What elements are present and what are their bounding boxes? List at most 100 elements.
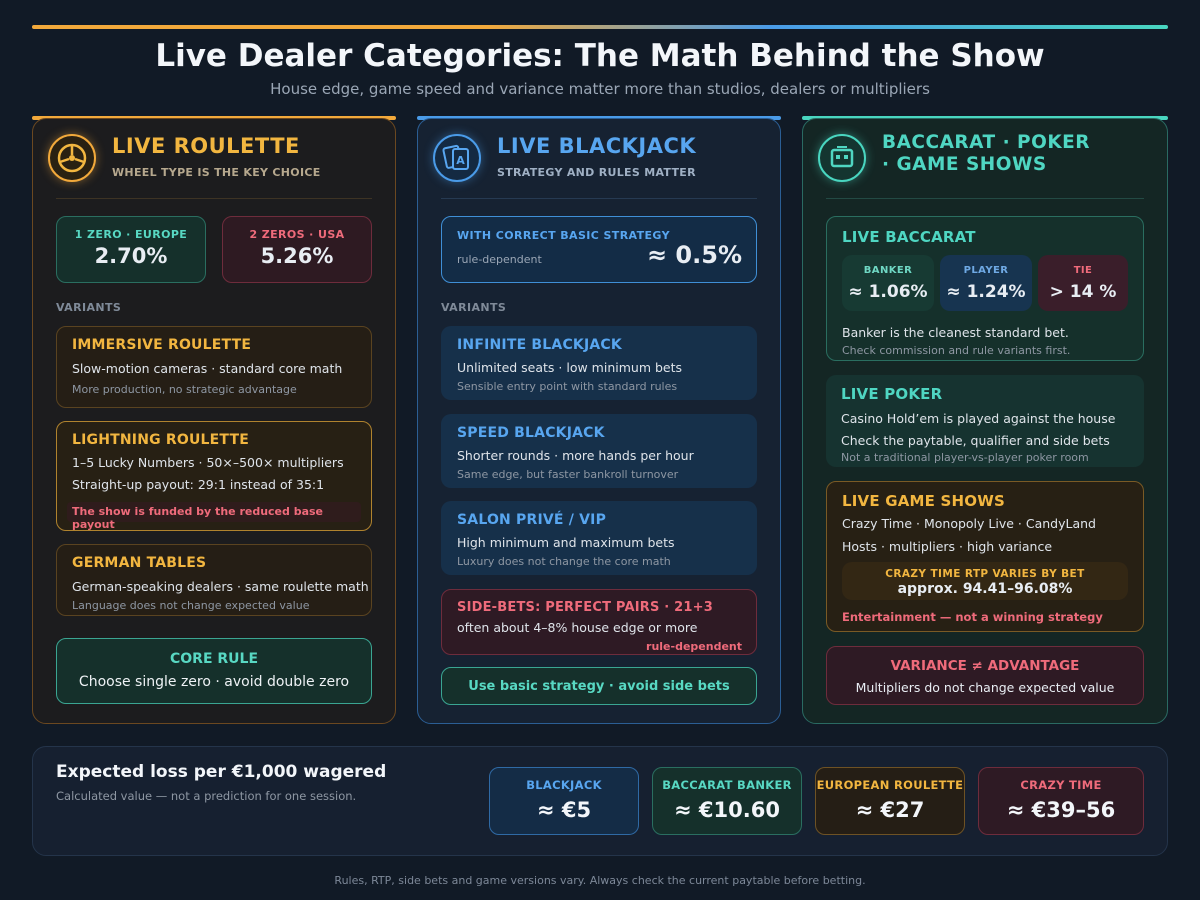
salon-title: SALON PRIVÉ / VIP <box>457 512 607 528</box>
banker-value: ≈ 1.06% <box>848 282 928 302</box>
blackjack-title: LIVE BLACKJACK <box>497 134 697 158</box>
loss-roulette-label: EUROPEAN ROULETTE <box>816 778 964 792</box>
lightning-warning-strip: The show is funded by the reduced base p… <box>67 502 361 531</box>
lightning-warning: The show is funded by the reduced base p… <box>72 505 324 531</box>
blackjack-edge-note: rule-dependent <box>457 253 542 266</box>
roulette-variants-label: VARIANTS <box>56 301 122 314</box>
banker-label: BANKER <box>863 265 913 276</box>
loss-european-roulette: EUROPEAN ROULETTE ≈ €27 <box>815 767 965 835</box>
other-title-line1: BACCARAT · POKER <box>882 132 1091 153</box>
blackjack-edge-card: WITH CORRECT BASIC STRATEGY rule-depende… <box>441 216 757 283</box>
blackjack-subtitle: STRATEGY AND RULES MATTER <box>497 166 696 179</box>
baccarat-title: LIVE BACCARAT <box>842 228 976 246</box>
loss-blackjack: BLACKJACK ≈ €5 <box>489 767 639 835</box>
infinite-title: INFINITE BLACKJACK <box>457 337 622 353</box>
blackjack-edge-label: WITH CORRECT BASIC STRATEGY <box>457 229 670 242</box>
lightning-title: LIGHTNING ROULETTE <box>72 432 250 448</box>
playing-cards-icon: A <box>433 134 481 182</box>
speed-line: Shorter rounds · more hands per hour <box>457 448 694 463</box>
variance-text: Multipliers do not change expected value <box>855 680 1115 695</box>
german-tables-card: GERMAN TABLES German-speaking dealers · … <box>56 544 372 616</box>
loss-roulette-value: ≈ €27 <box>855 798 925 822</box>
usa-value: 5.26% <box>260 244 334 268</box>
side-bets-card: SIDE-BETS: PERFECT PAIRS · 21+3 often ab… <box>441 589 757 655</box>
page-title: Live Dealer Categories: The Math Behind … <box>155 38 1045 74</box>
variance-card: VARIANCE ≠ ADVANTAGE Multipliers do not … <box>826 646 1144 705</box>
roulette-divider <box>56 198 372 199</box>
infinite-line: Unlimited seats · low minimum bets <box>457 360 683 375</box>
other-title-line2: · GAME SHOWS <box>882 154 1047 175</box>
roulette-subtitle: WHEEL TYPE IS THE KEY CHOICE <box>112 166 321 179</box>
shows-line2: Hosts · multipliers · high variance <box>842 539 1053 554</box>
expected-loss-note: Calculated value — not a prediction for … <box>56 789 357 803</box>
lightning-roulette-card: LIGHTNING ROULETTE 1–5 Lucky Numbers · 5… <box>56 421 372 531</box>
europe-label: 1 ZERO · EUROPE <box>74 228 188 241</box>
loss-crazy-time-label: CRAZY TIME <box>1020 778 1102 792</box>
tie-value: > 14 % <box>1049 282 1117 302</box>
poker-title: LIVE POKER <box>841 385 943 403</box>
core-rule-title: CORE RULE <box>169 651 259 667</box>
loss-crazy-time: CRAZY TIME ≈ €39–56 <box>978 767 1144 835</box>
variance-title: VARIANCE ≠ ADVANTAGE <box>890 658 1080 674</box>
shows-warning: Entertainment — not a winning strategy <box>842 610 1103 624</box>
speed-title: SPEED BLACKJACK <box>457 425 605 441</box>
lightning-line2: Straight-up payout: 29:1 instead of 35:1 <box>72 477 325 492</box>
live-poker-card: LIVE POKER Casino Hold’em is played agai… <box>826 375 1144 467</box>
shows-title: LIVE GAME SHOWS <box>842 492 1005 510</box>
loss-blackjack-label: BLACKJACK <box>526 778 602 792</box>
blackjack-rule-text: Use basic strategy · avoid side bets <box>468 679 730 694</box>
footer-disclaimer: Rules, RTP, side bets and game versions … <box>334 874 866 887</box>
immersive-roulette-card: IMMERSIVE ROULETTE Slow-motion cameras ·… <box>56 326 372 408</box>
live-baccarat-card: LIVE BACCARAT BANKER ≈ 1.06% PLAYER ≈ 1.… <box>826 216 1144 361</box>
blackjack-rule: Use basic strategy · avoid side bets <box>441 667 757 705</box>
player-label: PLAYER <box>963 265 1009 276</box>
usa-label: 2 ZEROS · USA <box>249 228 345 241</box>
player-value: ≈ 1.24% <box>946 282 1026 302</box>
side-bets-title: SIDE-BETS: PERFECT PAIRS · 21+3 <box>457 600 713 615</box>
expected-loss-title: Expected loss per €1,000 wagered <box>56 762 387 782</box>
shows-line1: Crazy Time · Monopoly Live · CandyLand <box>842 516 1096 531</box>
tie-edge: TIE > 14 % <box>1038 255 1128 311</box>
other-divider <box>826 198 1144 199</box>
blackjack-variants-label: VARIANTS <box>441 301 507 314</box>
immersive-line: Slow-motion cameras · standard core math <box>72 361 343 376</box>
europe-value: 2.70% <box>94 244 168 268</box>
banker-edge: BANKER ≈ 1.06% <box>842 255 934 311</box>
loss-baccarat-banker: BACCARAT BANKER ≈ €10.60 <box>652 767 802 835</box>
salon-prive-card: SALON PRIVÉ / VIP High minimum and maxim… <box>441 501 757 575</box>
baccarat-line: Banker is the cleanest standard bet. <box>842 325 1069 340</box>
roulette-wheel-icon <box>48 134 96 182</box>
poker-line1: Casino Hold’em is played against the hou… <box>841 411 1116 426</box>
svg-text:A: A <box>456 154 465 167</box>
core-rule-text: Choose single zero · avoid double zero <box>78 674 350 690</box>
speed-blackjack-card: SPEED BLACKJACK Shorter rounds · more ha… <box>441 414 757 488</box>
poker-line2: Check the paytable, qualifier and side b… <box>841 433 1110 448</box>
usa-edge-card: 2 ZEROS · USA 5.26% <box>222 216 372 283</box>
loss-blackjack-value: ≈ €5 <box>536 798 592 822</box>
speed-note: Same edge, but faster bankroll turnover <box>457 468 679 481</box>
player-edge: PLAYER ≈ 1.24% <box>940 255 1032 311</box>
salon-note: Luxury does not change the core math <box>457 555 671 568</box>
loss-baccarat-value: ≈ €10.60 <box>674 798 780 822</box>
german-title: GERMAN TABLES <box>72 555 207 571</box>
loss-baccarat-label: BACCARAT BANKER <box>662 778 792 792</box>
top-accent-bar <box>32 25 1168 29</box>
roulette-title: LIVE ROULETTE <box>112 134 300 158</box>
rtp-label: CRAZY TIME RTP VARIES BY BET <box>885 568 1085 580</box>
side-bets-line: often about 4–8% house edge or more <box>457 620 698 635</box>
german-line: German-speaking dealers · same roulette … <box>72 579 369 594</box>
live-game-shows-card: LIVE GAME SHOWS Crazy Time · Monopoly Li… <box>826 481 1144 632</box>
immersive-title: IMMERSIVE ROULETTE <box>72 337 252 353</box>
page-subtitle: House edge, game speed and variance matt… <box>270 80 930 98</box>
immersive-note: More production, no strategic advantage <box>72 383 297 396</box>
blackjack-divider <box>441 198 757 199</box>
german-note: Language does not change expected value <box>72 599 310 612</box>
tie-label: TIE <box>1073 265 1093 276</box>
loss-crazy-time-value: ≈ €39–56 <box>1006 798 1116 822</box>
roulette-core-rule: CORE RULE Choose single zero · avoid dou… <box>56 638 372 704</box>
rtp-value: approx. 94.41–96.08% <box>897 581 1073 597</box>
blackjack-edge-value: ≈ 0.5% <box>646 241 742 269</box>
infinite-blackjack-card: INFINITE BLACKJACK Unlimited seats · low… <box>441 326 757 400</box>
europe-edge-card: 1 ZERO · EUROPE 2.70% <box>56 216 206 283</box>
side-bets-note: rule-dependent <box>646 640 742 653</box>
